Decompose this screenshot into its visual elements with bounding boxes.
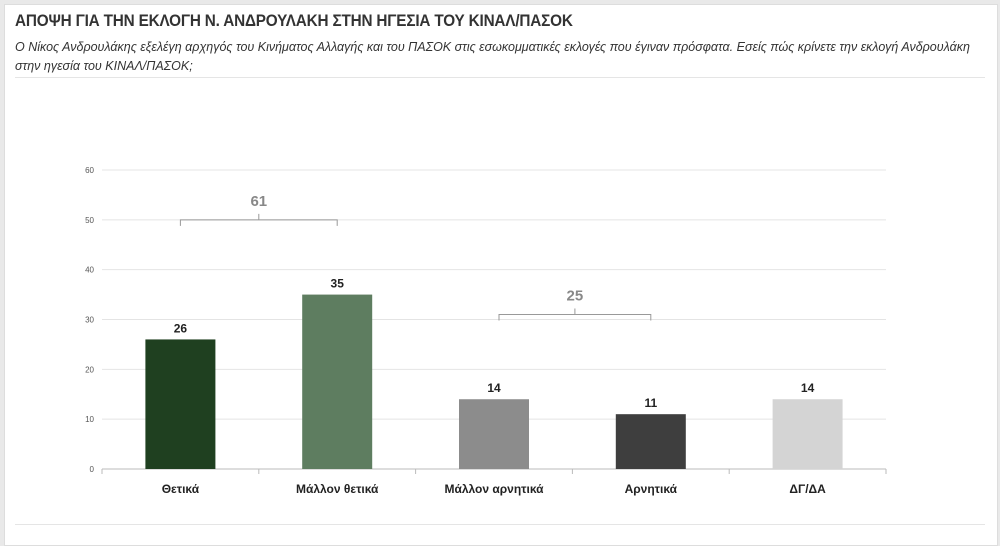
group-total-label: 61 bbox=[250, 193, 267, 210]
divider bbox=[15, 77, 985, 78]
chart-subtitle: Ο Νίκος Ανδρουλάκης εξελέγη αρχηγός του … bbox=[15, 40, 970, 73]
group-total-label: 25 bbox=[567, 288, 584, 305]
x-category-label: ΔΓ/ΔΑ bbox=[789, 482, 826, 496]
x-category-label: Θετικά bbox=[162, 482, 200, 496]
x-category-label: Μάλλον αρνητικά bbox=[444, 482, 544, 496]
bar-2 bbox=[459, 399, 529, 469]
x-category-label: Μάλλον θετικά bbox=[296, 482, 379, 496]
y-tick-label: 20 bbox=[85, 365, 94, 374]
data-label: 11 bbox=[644, 396, 657, 410]
chart-title: ΑΠΟΨΗ ΓΙΑ ΤΗΝ ΕΚΛΟΓΗ Ν. ΑΝΔΡΟΥΛΑΚΗ ΣΤΗΝ … bbox=[15, 11, 573, 30]
bar-0 bbox=[145, 339, 216, 469]
bar-1 bbox=[302, 294, 373, 469]
bar-chart: 0 10 20 30 40 50 60 26 Θετικά 35 Μάλλον θετικά 14 Μά… bbox=[85, 166, 887, 496]
y-tick-label: 10 bbox=[85, 415, 94, 424]
y-tick-label: 30 bbox=[85, 316, 94, 325]
data-label: 35 bbox=[331, 277, 345, 291]
data-label: 26 bbox=[174, 321, 188, 335]
bracket bbox=[498, 308, 652, 321]
y-tick-label: 50 bbox=[85, 216, 94, 225]
y-tick-label: 0 bbox=[90, 465, 95, 474]
divider bbox=[15, 524, 985, 525]
bracket bbox=[179, 213, 338, 226]
x-category-label: Αρνητικά bbox=[625, 482, 678, 496]
y-tick-label: 60 bbox=[85, 166, 94, 175]
bar-3 bbox=[615, 414, 686, 469]
bar-4 bbox=[772, 399, 843, 469]
y-tick-label: 40 bbox=[85, 266, 94, 275]
data-label: 14 bbox=[801, 381, 815, 395]
data-label: 14 bbox=[487, 381, 501, 395]
